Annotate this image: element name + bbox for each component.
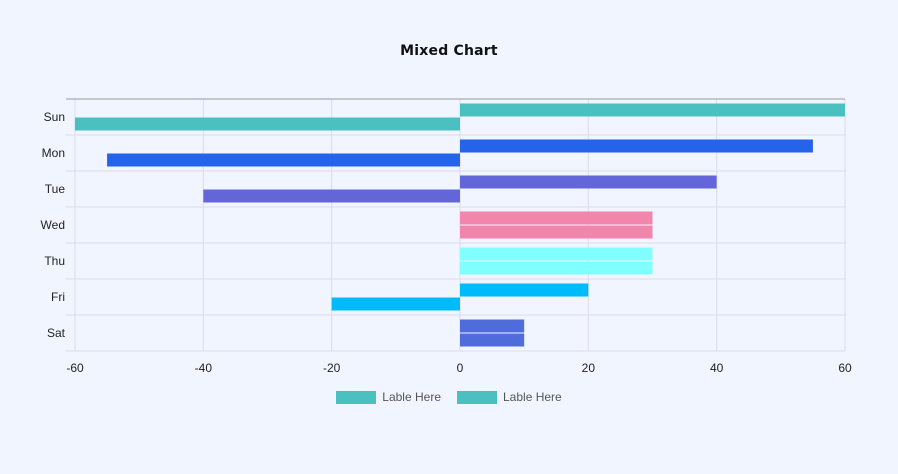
- y-tick-label-sat: Sat: [47, 326, 66, 340]
- legend-label-2: Lable Here: [503, 390, 562, 404]
- bar-wed-series-1: [460, 211, 653, 225]
- legend-swatch-1: [336, 390, 377, 404]
- bar-sun-series-2: [75, 117, 460, 131]
- bar-thu-series-1: [460, 247, 653, 261]
- legend-item-2[interactable]: Lable Here: [457, 390, 562, 404]
- legend-label-1: Lable Here: [382, 390, 441, 404]
- bar-tue-series-2: [203, 189, 461, 203]
- bar-thu-series-2: [460, 261, 653, 275]
- bar-tue-series-1: [460, 175, 717, 189]
- legend-item-1[interactable]: Lable Here: [336, 390, 441, 404]
- bar-sun-series-1: [460, 103, 845, 117]
- y-tick-label-thu: Thu: [44, 254, 65, 268]
- x-tick-label-4: 20: [582, 361, 596, 375]
- y-tick-label-tue: Tue: [45, 182, 66, 196]
- chart-title: Mixed Chart: [400, 43, 498, 59]
- y-tick-label-mon: Mon: [42, 146, 65, 160]
- bar-sat-series-1: [460, 319, 525, 333]
- x-tick-label-3: 0: [457, 361, 464, 375]
- bar-wed-series-2: [460, 225, 653, 239]
- bar-sat-series-2: [460, 333, 525, 347]
- bar-fri-series-2: [331, 297, 460, 311]
- y-tick-label-sun: Sun: [44, 110, 65, 124]
- x-tick-label-6: 60: [838, 361, 852, 375]
- y-tick-label-fri: Fri: [51, 290, 65, 304]
- bar-fri-series-1: [460, 283, 589, 297]
- x-tick-label-1: -40: [195, 361, 213, 375]
- x-tick-label-5: 40: [710, 361, 724, 375]
- bar-mon-series-2: [107, 153, 460, 167]
- x-tick-label-0: -60: [66, 361, 84, 375]
- legend: Lable Here Lable Here: [0, 390, 898, 404]
- x-tick-label-2: -20: [323, 361, 341, 375]
- bar-mon-series-1: [460, 139, 813, 153]
- y-tick-label-wed: Wed: [41, 218, 65, 232]
- legend-swatch-2: [457, 390, 497, 404]
